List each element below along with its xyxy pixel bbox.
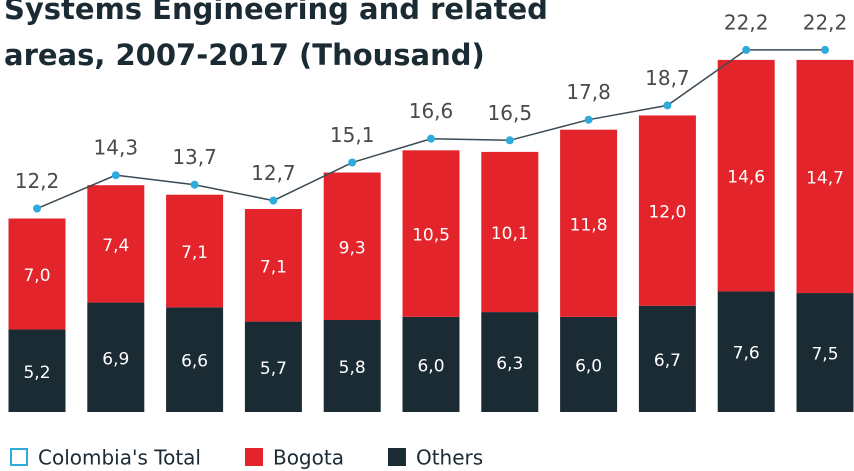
legend-label: Colombia's Total — [38, 446, 201, 470]
segment-label: 12,0 — [648, 203, 686, 223]
total-label: 16,5 — [488, 101, 533, 125]
total-point — [742, 45, 751, 54]
bar-segment — [87, 302, 145, 412]
legend-swatch — [244, 448, 263, 466]
segment-label: 6,0 — [417, 356, 444, 376]
segment-label: 7,5 — [811, 345, 838, 365]
bar-segment — [560, 316, 618, 412]
total-label: 15,1 — [330, 123, 375, 147]
segment-label: 11,8 — [570, 215, 608, 235]
total-point — [505, 136, 514, 145]
total-point — [427, 134, 435, 143]
total-point — [348, 158, 357, 167]
bar-segment — [560, 129, 618, 317]
bar-segment — [796, 59, 854, 294]
segment-label: 6,9 — [102, 349, 129, 369]
legend-swatch — [387, 448, 406, 466]
bar-segment — [323, 320, 381, 412]
total-point — [111, 171, 120, 180]
legend-label: Others — [416, 446, 483, 470]
segment-label: 10,5 — [412, 226, 450, 246]
total-label: 12,7 — [251, 161, 296, 185]
bar-segment — [717, 59, 775, 292]
chart-title: Systems Engineering and related areas, 2… — [4, 0, 548, 72]
segment-label: 6,6 — [181, 352, 208, 372]
bar-segment — [717, 291, 775, 412]
segment-label: 6,3 — [496, 354, 523, 374]
segment-label: 6,0 — [575, 356, 602, 376]
bar-segment — [8, 218, 66, 330]
total-label: 14,3 — [94, 136, 139, 160]
segment-label: 14,6 — [727, 168, 765, 188]
segment-label: 7,4 — [102, 236, 129, 256]
segment-label: 10,1 — [491, 224, 529, 244]
segment-label: 5,8 — [339, 358, 366, 378]
total-point — [269, 196, 278, 205]
legend-swatch — [10, 448, 28, 466]
bar-segment — [638, 305, 696, 412]
segment-label: 14,7 — [806, 168, 844, 188]
total-label: 22,2 — [724, 10, 769, 34]
bar-segment — [244, 208, 302, 322]
segment-label: 7,1 — [181, 243, 208, 263]
bar-segment — [796, 293, 854, 412]
segment-label: 6,7 — [654, 351, 681, 371]
total-point — [584, 115, 593, 124]
total-point — [33, 204, 41, 213]
segment-label: 5,2 — [23, 363, 50, 383]
total-label: 18,7 — [645, 66, 690, 90]
segment-label: 7,6 — [733, 344, 760, 364]
bar-segment — [481, 312, 539, 412]
legend-label: Bogota — [273, 446, 344, 470]
bar-segment — [481, 151, 539, 313]
total-label: 16,6 — [409, 99, 454, 123]
total-point — [663, 101, 672, 110]
bar-segment — [402, 316, 460, 412]
total-point — [190, 180, 199, 189]
segment-label: 7,0 — [23, 266, 50, 286]
total-label: 13,7 — [172, 145, 217, 169]
bar-segment — [87, 185, 145, 303]
bar-segment — [323, 172, 381, 321]
bar-segment — [638, 115, 696, 306]
segment-label: 5,7 — [260, 359, 287, 379]
total-label: 17,8 — [566, 80, 611, 104]
bar-segment — [8, 329, 66, 412]
bar-segment — [166, 194, 224, 308]
total-label: 12,2 — [15, 169, 60, 193]
total-point — [821, 45, 829, 54]
segment-label: 7,1 — [260, 257, 287, 277]
total-label: 22,2 — [803, 10, 848, 34]
bar-segment — [244, 321, 302, 412]
segment-label: 9,3 — [339, 238, 366, 258]
bar-segment — [402, 150, 460, 317]
bar-segment — [166, 307, 224, 412]
